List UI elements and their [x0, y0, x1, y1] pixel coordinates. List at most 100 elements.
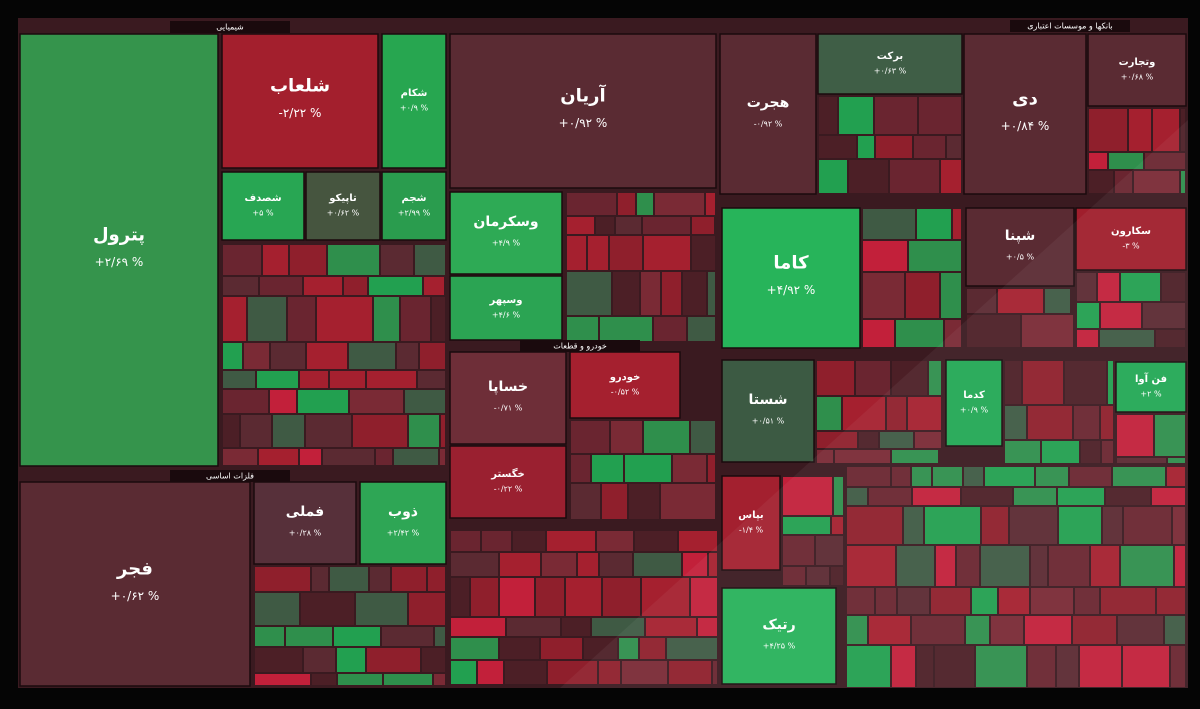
small-tile — [692, 236, 715, 270]
small-tile — [244, 343, 269, 369]
small-tile — [906, 273, 939, 318]
small-tile — [933, 467, 962, 486]
small-tile — [863, 273, 904, 318]
small-tile — [1049, 546, 1089, 586]
small-tile — [931, 588, 970, 614]
tile-change: +۲/۴۲ % — [387, 528, 420, 537]
tile — [945, 359, 1003, 447]
small-tile — [834, 477, 843, 515]
small-tile — [441, 415, 445, 447]
small-tile — [596, 217, 614, 234]
small-tile — [1117, 415, 1153, 456]
small-tile — [428, 567, 445, 591]
tile — [359, 481, 447, 565]
tile-name: تاپیکو — [328, 193, 357, 204]
tile-name: سکارون — [1111, 226, 1151, 237]
small-tile — [611, 421, 642, 453]
small-tile — [661, 484, 715, 519]
small-tile — [622, 661, 667, 684]
tile-name: وتجارت — [1119, 57, 1156, 68]
small-tile — [929, 361, 941, 395]
small-tile — [847, 488, 867, 505]
small-tile — [344, 277, 367, 295]
small-tile — [688, 317, 715, 341]
tile-change: +۴/۶ % — [492, 311, 521, 320]
tile-change: +۰/۲۸ % — [289, 528, 322, 537]
small-tile — [382, 627, 433, 646]
small-tile — [909, 241, 961, 271]
small-tile — [1156, 330, 1185, 347]
small-tile — [420, 343, 445, 369]
small-tile — [312, 674, 336, 685]
small-tile — [892, 646, 915, 687]
small-tile — [571, 421, 609, 453]
small-tile — [856, 361, 890, 395]
small-tile — [817, 432, 857, 448]
tile-change: +۴/۹ % — [492, 238, 521, 247]
small-tile — [967, 315, 1020, 347]
small-tile — [451, 531, 480, 551]
small-tile — [1165, 616, 1185, 644]
small-tile — [300, 449, 321, 465]
small-tile — [917, 646, 933, 687]
small-tile — [634, 553, 681, 576]
small-tile — [863, 241, 907, 271]
tile-change: +۲/۹۹ % — [398, 209, 431, 218]
small-tile — [982, 507, 1008, 544]
small-tile — [876, 588, 896, 614]
small-tile — [307, 343, 347, 369]
small-tile — [847, 546, 895, 586]
small-tile — [847, 507, 902, 544]
tile — [253, 481, 357, 565]
small-tile — [415, 245, 445, 275]
small-tile — [288, 297, 315, 341]
sector-header: شیمیایی — [216, 23, 244, 32]
small-tile — [370, 567, 390, 591]
tile-name: ذوب — [388, 504, 418, 520]
small-tile — [1157, 588, 1185, 614]
small-tile — [248, 297, 286, 341]
tile-change: +۴/۲۵ % — [763, 641, 796, 650]
tile — [1075, 207, 1187, 271]
small-tile — [847, 646, 890, 687]
small-tile — [1059, 507, 1101, 544]
tile-change: -۰/۲۲ % — [494, 485, 523, 494]
tile — [817, 33, 963, 95]
small-tile — [1118, 616, 1163, 644]
small-tile — [610, 236, 642, 270]
tile-change: +۰/۶۳ % — [874, 67, 907, 76]
small-tile — [409, 415, 439, 447]
tile-change: +۰/۶۲ % — [327, 209, 360, 218]
tile — [381, 33, 447, 169]
small-tile — [542, 553, 576, 576]
small-tile — [887, 397, 906, 430]
small-tile — [1113, 467, 1165, 486]
tile-name: شجم — [402, 193, 427, 204]
tile — [721, 207, 861, 349]
small-tile — [1005, 441, 1040, 463]
small-tile — [706, 193, 715, 215]
tile — [1115, 361, 1187, 413]
small-tile — [597, 531, 633, 551]
small-tile — [708, 455, 715, 482]
small-tile — [405, 390, 445, 413]
tile-change: -۲/۲۲ % — [279, 106, 322, 120]
small-tile — [1077, 303, 1099, 328]
small-tile — [567, 272, 611, 315]
small-tile — [957, 546, 979, 586]
small-tile — [1108, 361, 1113, 404]
small-tile — [397, 343, 418, 369]
small-tile — [783, 567, 805, 585]
small-tile — [223, 343, 242, 369]
tile — [19, 481, 251, 687]
small-tile — [451, 553, 498, 576]
small-tile — [599, 661, 620, 684]
tile-name: وسکرمان — [473, 214, 538, 230]
tile — [449, 33, 717, 189]
tile-change: +۲ % — [1140, 390, 1162, 399]
tile-change: +۲/۶۹ % — [95, 255, 144, 269]
small-tile — [876, 136, 912, 158]
small-tile — [541, 638, 582, 659]
tile — [381, 171, 447, 241]
tile-name: فجر — [116, 559, 153, 580]
